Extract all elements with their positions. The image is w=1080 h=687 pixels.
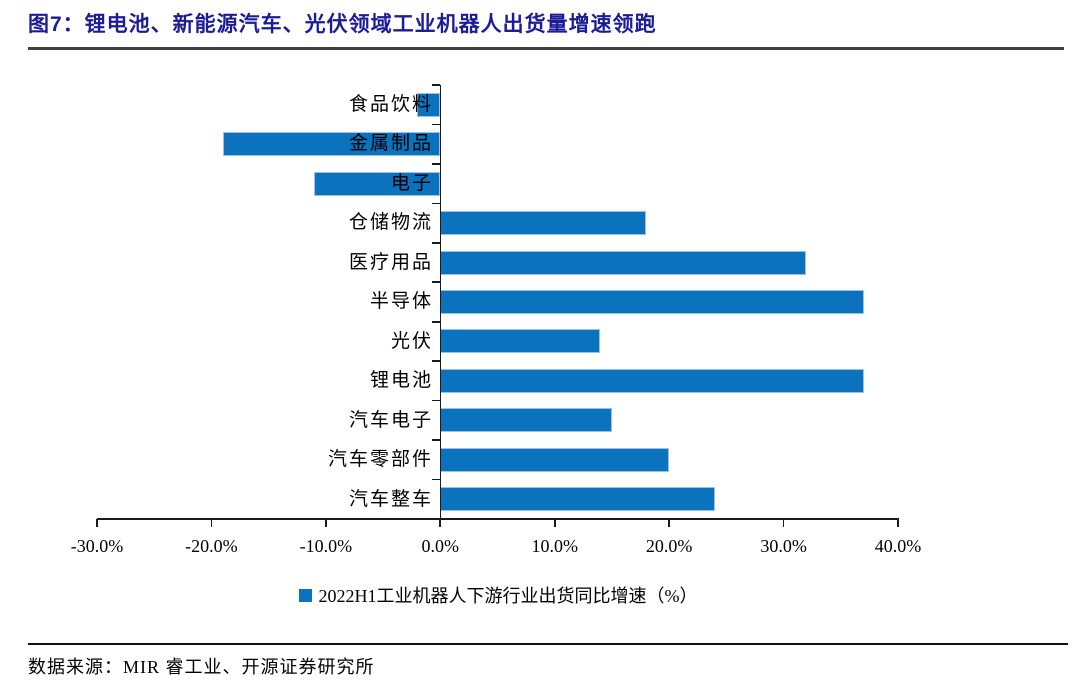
- value-axis-tick-label: -30.0%: [70, 536, 124, 556]
- category-axis-tick: [432, 84, 441, 86]
- value-axis-tick: [782, 519, 785, 527]
- value-axis-tick: [325, 519, 327, 527]
- value-axis-tick-label: 0.0%: [421, 536, 460, 556]
- category-label: 食品饮料: [348, 94, 433, 115]
- category-label: 光伏: [390, 330, 433, 352]
- legend-swatch-icon: [298, 588, 312, 602]
- category-label: 半导体: [369, 291, 433, 313]
- category-label: 金属制品: [348, 133, 433, 155]
- value-axis-tick: [668, 519, 670, 527]
- bar-半导体: [440, 290, 864, 314]
- figure-title: 图7：锂电池、新能源汽车、光伏领域工业机器人出货量增速领跑: [28, 13, 657, 36]
- bar-光伏: [440, 329, 601, 354]
- category-axis-tick: [432, 163, 441, 165]
- value-axis-tick: [553, 519, 556, 527]
- category-axis-tick: [432, 478, 441, 481]
- category-axis-tick: [432, 360, 441, 362]
- bar-汽车电子: [440, 408, 612, 433]
- category-label: 锂电池: [369, 370, 433, 392]
- category-label: 汽车电子: [348, 409, 433, 431]
- category-axis-tick: [432, 123, 441, 126]
- category-label: 仓储物流: [348, 212, 433, 234]
- bar-锂电池: [440, 368, 864, 393]
- category-label: 汽车整车: [348, 488, 433, 510]
- bar-汽车零部件: [440, 447, 670, 472]
- category-label: 电子: [390, 172, 433, 194]
- value-axis-tick-label: 20.0%: [645, 536, 693, 556]
- category-axis-tick: [432, 518, 441, 520]
- bar-汽车整车: [440, 487, 715, 512]
- chart-legend: 2022H1工业机器人下游行业出货同比增速（%）: [97, 582, 899, 608]
- bar-医疗用品: [440, 250, 807, 275]
- category-axis-tick: [432, 202, 441, 205]
- value-axis-line: [97, 518, 899, 520]
- category-axis-tick: [432, 439, 441, 441]
- value-axis-tick-label: 40.0%: [874, 536, 922, 556]
- bar-仓储物流: [440, 211, 647, 236]
- category-axis-tick: [432, 242, 441, 244]
- value-axis-tick: [96, 519, 98, 527]
- value-axis-tick-label: 10.0%: [531, 536, 578, 556]
- category-axis-tick: [432, 320, 441, 323]
- value-axis-tick-label: 30.0%: [760, 536, 807, 556]
- value-axis-tick: [439, 519, 442, 527]
- data-source: 数据来源：MIR 睿工业、开源证券研究所: [28, 657, 375, 677]
- title-divider: [28, 47, 1064, 50]
- value-axis-tick: [210, 519, 213, 527]
- legend-label: 2022H1工业机器人下游行业出货同比增速（%）: [318, 586, 698, 606]
- category-label: 医疗用品: [348, 251, 433, 273]
- category-axis-line: [439, 85, 442, 519]
- value-axis-tick-label: -20.0%: [185, 536, 238, 556]
- value-axis-tick-label: -10.0%: [299, 536, 353, 556]
- value-axis-tick: [897, 519, 899, 527]
- bar-金属制品: [222, 132, 441, 157]
- category-axis-tick: [432, 281, 441, 284]
- footer-divider: [28, 643, 1068, 645]
- bar-电子: [314, 171, 441, 196]
- category-axis-tick: [432, 399, 441, 402]
- category-label: 汽车零部件: [327, 449, 433, 471]
